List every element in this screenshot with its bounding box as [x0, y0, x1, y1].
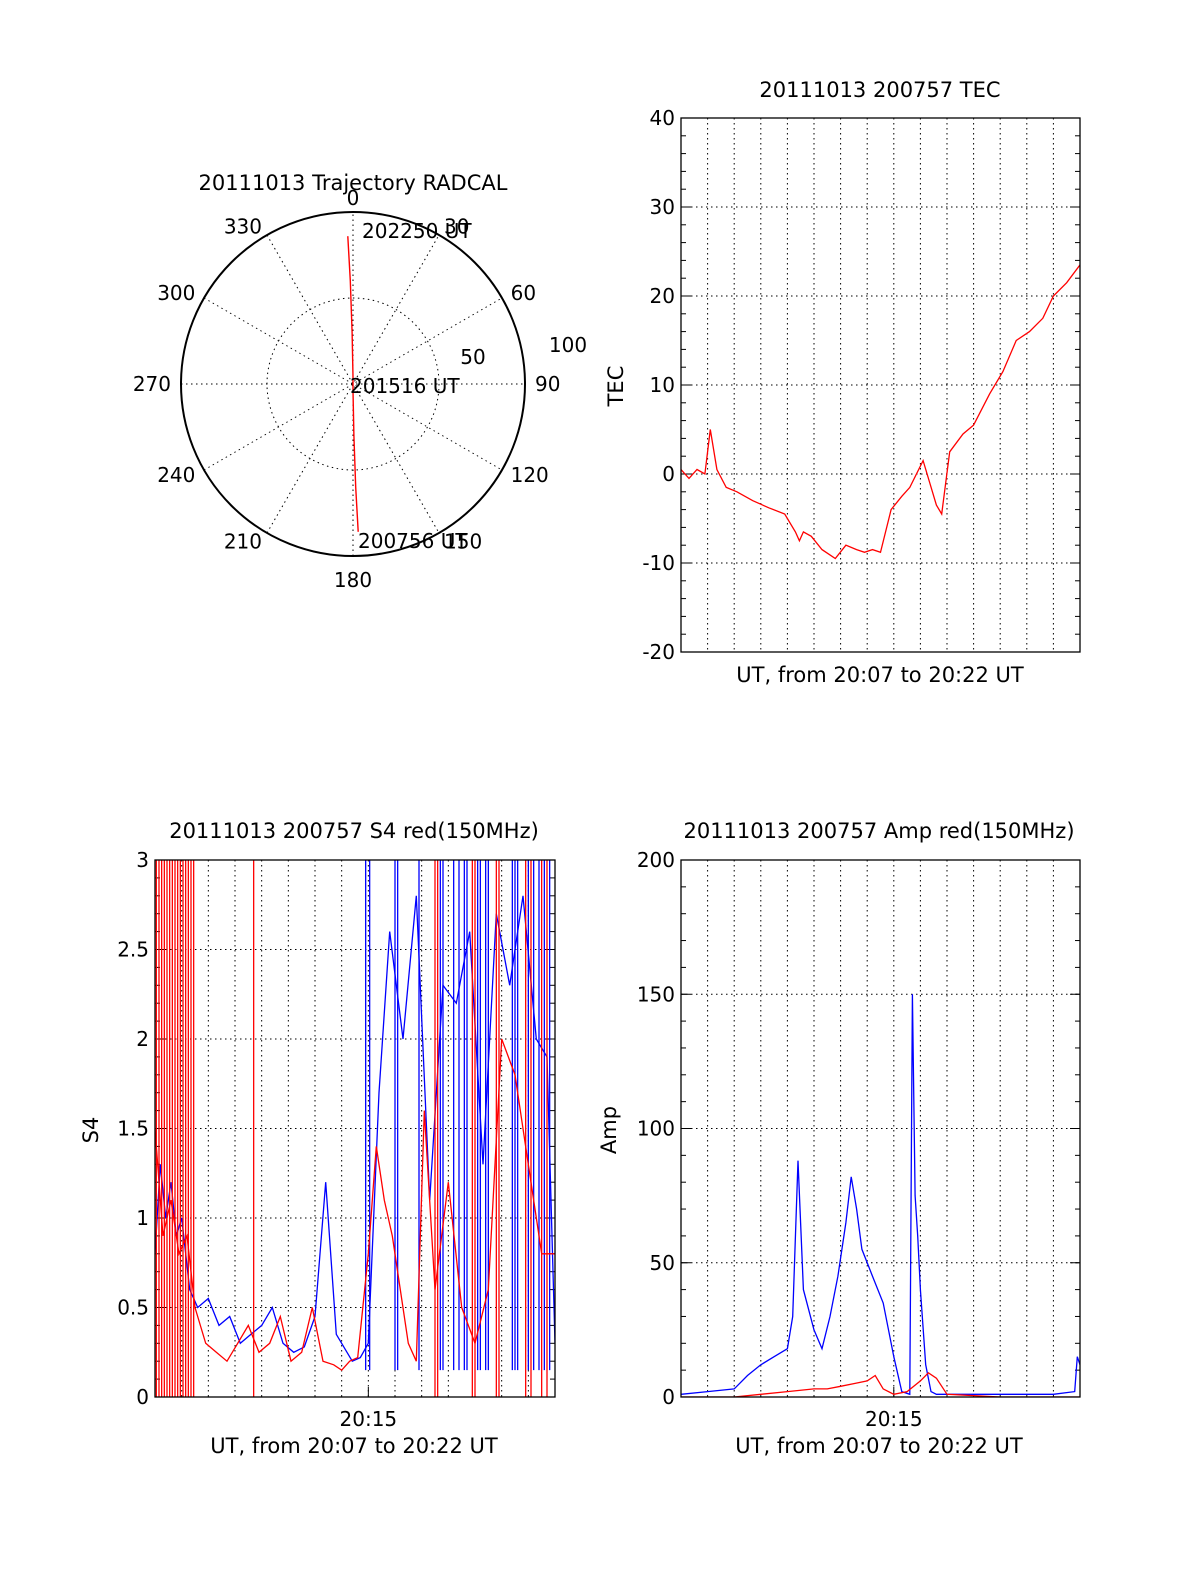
s4-y-axis-label: S4	[79, 1117, 103, 1144]
polar-angle-label: 30	[444, 214, 469, 238]
amp-chart-title: 20111013 200757 Amp red(150MHz)	[683, 819, 1074, 843]
polar-angle-label: 330	[224, 214, 262, 238]
tec-series-line	[681, 264, 1080, 560]
amp-x-axis-label: UT, from 20:07 to 20:22 UT	[735, 1434, 1023, 1458]
tec-y-axis-label: TEC	[604, 366, 628, 408]
s4-y-tick-label: 0	[136, 1385, 149, 1409]
tec-gridlines	[681, 118, 1080, 652]
amp-series-group	[681, 994, 1080, 1397]
polar-time-annotation: 202250 UT	[362, 219, 472, 243]
polar-time-annotation: 201516 UT	[350, 374, 460, 398]
tec-chart-title: 20111013 200757 TEC	[759, 78, 1000, 102]
tec-y-tick-label: 10	[650, 373, 675, 397]
polar-time-annotation: 200756 UT	[358, 529, 468, 553]
polar-angle-label: 120	[511, 463, 549, 487]
amp-y-axis-label: Amp	[597, 1106, 621, 1154]
amp-y-tick-label: 150	[637, 982, 675, 1006]
tec-y-tick-label: 30	[650, 195, 675, 219]
s4-y-tick-label: 2.5	[117, 938, 149, 962]
amp-y-tick-label: 0	[662, 1385, 675, 1409]
tec-y-tick-label: 20	[650, 284, 675, 308]
polar-angle-label: 240	[157, 463, 195, 487]
polar-angle-label: 180	[334, 568, 372, 592]
amp-y-ticks: 0 50 100 150 200 20:15	[637, 848, 1080, 1431]
s4-series-group	[155, 860, 555, 1397]
polar-angle-label: 210	[224, 530, 262, 554]
polar-inner-circle	[266, 297, 440, 471]
polar-angle-label: 150	[444, 530, 482, 554]
polar-angle-label: 300	[157, 281, 195, 305]
s4-series-line	[155, 1038, 555, 1372]
amp-x-tick-label: 20:15	[865, 1407, 923, 1431]
polar-grid	[180, 211, 526, 557]
polar-chart-title: 20111013 Trajectory RADCAL	[199, 171, 508, 195]
polar-radius-label: 100	[549, 333, 587, 357]
s4-y-tick-label: 0.5	[117, 1296, 149, 1320]
s4-x-tick-label: 20:15	[340, 1407, 398, 1431]
polar-angle-label: 60	[511, 281, 536, 305]
tec-x-axis-label: UT, from 20:07 to 20:22 UT	[736, 663, 1024, 687]
tec-y-tick-label: -20	[642, 640, 675, 664]
polar-angle-label: 0	[347, 186, 360, 210]
s4-y-tick-label: 2	[136, 1027, 149, 1051]
amp-plot-frame	[680, 859, 1081, 1398]
tec-y-tick-label: 40	[650, 106, 675, 130]
s4-gridlines	[155, 860, 555, 1397]
amp-series-line	[681, 1371, 1080, 1397]
s4-chart: 20111013 200757 S4 red(150MHz) UT, from …	[79, 819, 556, 1458]
s4-y-tick-label: 3	[136, 848, 149, 872]
polar-angle-label: 90	[535, 372, 560, 396]
polar-trajectory-chart: 20111013 Trajectory RADCAL 0 30 60 90 120 150…	[133, 171, 587, 592]
s4-y-tick-label: 1.5	[117, 1117, 149, 1141]
amp-series-line	[681, 994, 1080, 1396]
s4-x-axis-label: UT, from 20:07 to 20:22 UT	[210, 1434, 498, 1458]
polar-angle-labels: 0 30 60 90 120 150 180 210 240 270 300 330	[133, 186, 561, 592]
tec-chart: 20111013 200757 TEC UT, from 20:07 to 20…	[604, 78, 1081, 687]
amp-y-tick-label: 200	[637, 848, 675, 872]
polar-trajectory-series	[347, 236, 359, 532]
polar-angle-label: 270	[133, 372, 171, 396]
s4-y-tick-label: 1	[136, 1206, 149, 1230]
polar-trajectory-line	[347, 236, 359, 532]
tec-plot-frame	[680, 117, 1081, 653]
polar-annotations: 202250 UT 201516 UT 200756 UT	[350, 219, 472, 553]
s4-chart-title: 20111013 200757 S4 red(150MHz)	[169, 819, 539, 843]
tec-y-tick-label: -10	[642, 551, 675, 575]
polar-radius-label: 50	[460, 345, 485, 369]
amp-chart: 20111013 200757 Amp red(150MHz) UT, from…	[597, 819, 1081, 1458]
polar-radius-labels: 50 100	[460, 333, 587, 369]
tec-series-group	[681, 264, 1080, 560]
amp-y-tick-label: 50	[650, 1251, 675, 1275]
amp-y-tick-label: 100	[637, 1117, 675, 1141]
tec-y-tick-label: 0	[662, 462, 675, 486]
amp-gridlines	[681, 860, 1080, 1397]
s4-plot-frame	[154, 859, 556, 1398]
